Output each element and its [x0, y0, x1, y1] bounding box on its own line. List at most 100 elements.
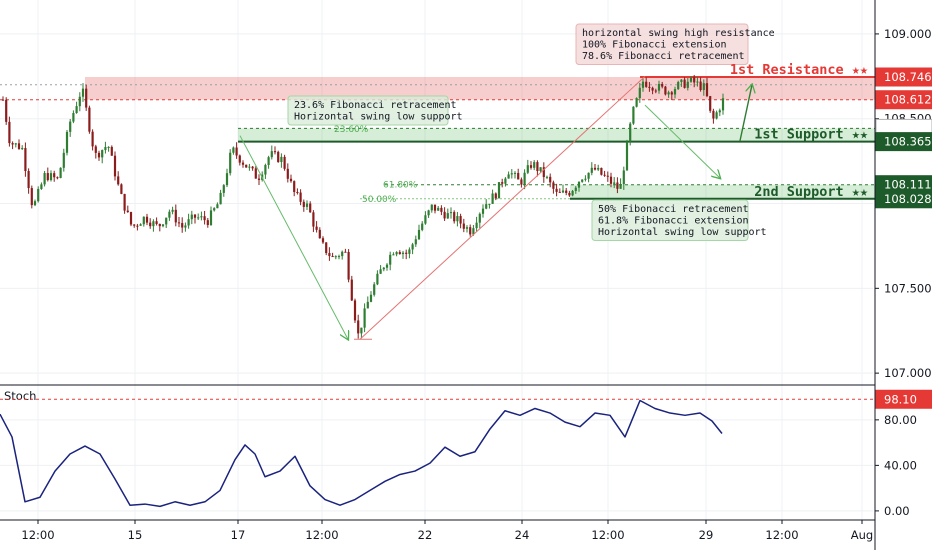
candle-body	[456, 216, 459, 222]
candle-body	[171, 209, 174, 212]
candle-body	[75, 106, 78, 114]
candle-body	[353, 300, 357, 321]
candle-body	[718, 110, 721, 113]
candle-body	[145, 216, 149, 223]
y-tick-label: 107.500	[884, 281, 932, 295]
candle-body	[622, 170, 625, 185]
candle-body	[539, 167, 542, 172]
candle-body	[104, 146, 107, 151]
candle-body	[712, 110, 715, 119]
candle-body	[501, 182, 504, 184]
candle-body	[72, 113, 75, 122]
candle-body	[558, 191, 561, 193]
candle-body	[689, 77, 693, 82]
resistance-label: 1st Resistance ★★	[730, 62, 868, 78]
candle-body	[184, 225, 187, 228]
candle-body	[561, 190, 565, 193]
candle-body	[59, 167, 62, 178]
candle-body	[110, 146, 113, 156]
candle-body	[648, 86, 651, 88]
candle-body	[469, 227, 472, 235]
candle-body	[289, 178, 293, 182]
fib-50-label: 50.00%	[362, 195, 397, 205]
candle-body	[504, 178, 507, 184]
candle-body	[113, 155, 117, 177]
candle-body	[641, 81, 645, 88]
candle-body	[715, 112, 718, 119]
x-tick-label: 29	[699, 528, 714, 542]
candle-body	[373, 284, 376, 295]
candle-body	[273, 151, 277, 153]
candle-body	[635, 98, 638, 107]
candle-body	[709, 96, 712, 111]
candle-body	[245, 164, 248, 168]
candle-body	[654, 90, 657, 92]
candle-body	[280, 156, 283, 163]
candle-body	[613, 182, 616, 184]
candle-body	[213, 208, 216, 211]
candle-body	[645, 81, 648, 87]
candle-body	[670, 92, 673, 95]
resistance-zone	[85, 77, 875, 100]
candle-body	[437, 207, 440, 211]
candle-body	[197, 217, 200, 219]
price-tag-r1: 108.746	[884, 70, 932, 84]
candle-body	[533, 162, 536, 168]
resistance-note-line: 100% Fibonacci extension	[582, 40, 727, 51]
candle-body	[136, 225, 139, 227]
y-tick-label: 109.000	[884, 27, 932, 41]
support-1-note-box	[287, 95, 449, 126]
candle-body	[507, 174, 510, 179]
candle-body	[133, 224, 136, 226]
stoch-line	[0, 399, 723, 508]
candle-body	[625, 141, 629, 171]
candle-body	[597, 167, 600, 170]
candle-body	[123, 193, 126, 211]
candle-body	[344, 251, 347, 253]
candle-body	[398, 252, 401, 255]
candle-body	[411, 244, 414, 250]
candle-body	[328, 253, 331, 257]
price-tag-s2: 108.111	[884, 178, 932, 192]
candle-body	[219, 192, 222, 205]
candle-body	[337, 256, 341, 258]
candle-body	[459, 216, 462, 224]
candle-body	[216, 204, 219, 209]
candle-body	[321, 238, 325, 243]
candle-body	[264, 165, 267, 175]
candle-body	[657, 83, 661, 91]
candle-body	[14, 143, 17, 145]
candle-body	[341, 251, 344, 257]
candle-body	[443, 211, 446, 219]
candle-body	[161, 224, 165, 227]
stoch-tag: 98.10	[884, 392, 917, 406]
candle-body	[661, 83, 664, 87]
candle-body	[158, 223, 161, 227]
candle-body	[5, 99, 8, 122]
candle-body	[449, 212, 453, 214]
candle-body	[62, 152, 65, 168]
candle-body	[267, 157, 270, 166]
candle-body	[187, 219, 190, 226]
candle-body	[11, 143, 14, 145]
candle-body	[619, 184, 622, 189]
support-2-label: 2nd Support ★★	[754, 184, 868, 200]
candle-body	[334, 256, 337, 258]
candle-body	[475, 222, 478, 229]
support-1-label: 1st Support ★★	[754, 127, 868, 143]
candle-body	[190, 214, 193, 220]
candle-body	[293, 181, 296, 192]
candle-body	[382, 267, 385, 270]
candle-body	[94, 146, 97, 153]
candle-body	[81, 88, 85, 97]
candle-body	[577, 181, 581, 188]
candle-body	[552, 182, 555, 189]
stoch-tag-bg	[875, 389, 932, 409]
arrows	[239, 75, 752, 340]
candle-body	[491, 193, 494, 204]
support-1-note-line: Horizontal swing low support	[294, 112, 463, 123]
fib-retracement-line	[359, 75, 646, 340]
candle-body	[453, 212, 456, 222]
